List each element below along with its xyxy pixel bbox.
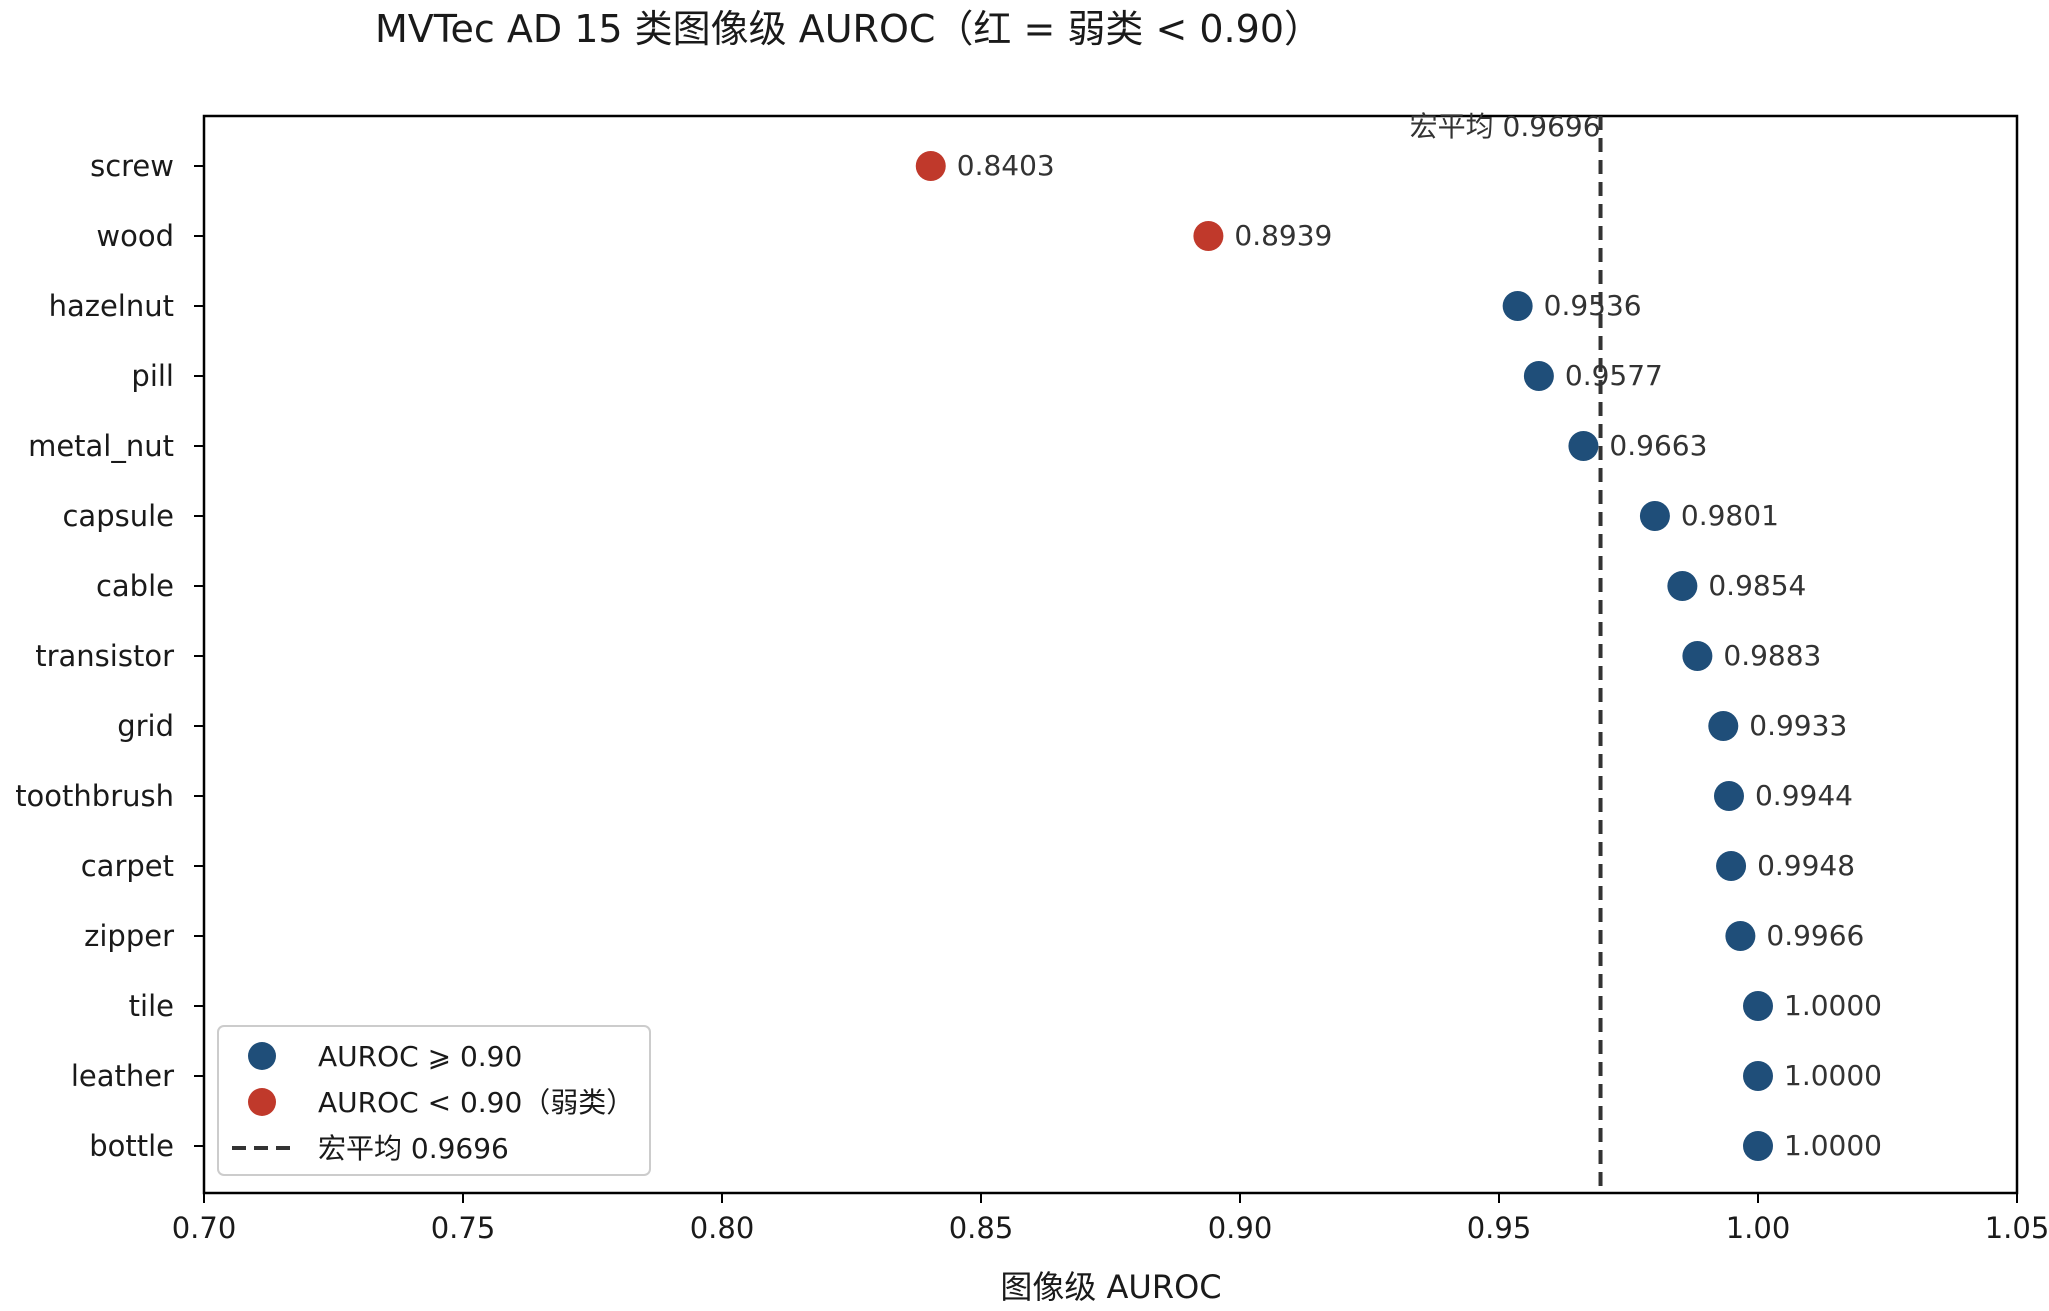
data-point: [1743, 1061, 1773, 1091]
y-tick-label: hazelnut: [49, 289, 174, 323]
y-tick-label: screw: [90, 149, 174, 183]
data-value-label: 0.9536: [1544, 289, 1642, 322]
legend-box: [217, 1025, 651, 1176]
data-value-label: 0.9933: [1749, 709, 1847, 742]
x-axis-label: 图像级 AUROC: [1000, 1268, 1221, 1306]
data-point: [1639, 501, 1670, 531]
x-tick-label: 0.90: [1208, 1211, 1273, 1245]
x-tick-label: 0.85: [949, 1211, 1014, 1245]
legend-label: AUROC ⩾ 0.90: [318, 1040, 522, 1073]
legend-label: AUROC < 0.90（弱类）: [318, 1086, 634, 1119]
data-value-label: 0.9577: [1565, 359, 1663, 392]
y-tick-label: tile: [129, 989, 174, 1023]
y-tick-label: metal_nut: [28, 429, 174, 463]
x-tick-label: 0.75: [431, 1211, 496, 1245]
data-point: [1725, 921, 1756, 951]
y-tick-label: grid: [117, 709, 174, 743]
y-tick-label: leather: [71, 1059, 174, 1093]
x-tick-label: 1.00: [1726, 1211, 1791, 1245]
legend-marker: [248, 1088, 276, 1116]
data-value-label: 0.8939: [1234, 219, 1332, 252]
plot-area: 0.70 0.75 0.80 0.85 0.90 0.95 1.00 1.05 screw woo…: [15, 110, 2049, 1245]
legend-label: 宏平均 0.9696: [318, 1132, 509, 1165]
data-value-label: 1.0000: [1784, 989, 1882, 1022]
data-point: [915, 151, 946, 181]
y-tick-label: wood: [96, 219, 174, 253]
data-point: [1568, 431, 1599, 461]
y-tick-label: transistor: [35, 639, 174, 673]
data-value-label: 0.9944: [1755, 779, 1853, 812]
data-point: [1713, 781, 1744, 811]
data-point: [1682, 641, 1713, 671]
data-point: [1743, 1131, 1773, 1161]
data-point: [1502, 291, 1533, 321]
y-tick-label: pill: [131, 359, 174, 393]
x-tick-label: 0.70: [172, 1211, 237, 1245]
data-point: [1667, 571, 1698, 601]
macro-average-label: 宏平均 0.9696: [1410, 110, 1601, 143]
data-value-label: 0.9966: [1766, 919, 1864, 952]
data-value-label: 0.9801: [1681, 499, 1779, 532]
y-tick-label: zipper: [84, 919, 174, 953]
x-tick-label: 0.95: [1467, 1211, 1532, 1245]
data-value-label: 0.9883: [1723, 639, 1821, 672]
data-point: [1193, 221, 1224, 251]
chart-title: MVTec AD 15 类图像级 AUROC（红 = 弱类 < 0.90）: [375, 7, 1322, 51]
y-tick-label: cable: [96, 569, 174, 603]
data-point: [1523, 361, 1554, 391]
data-value-label: 0.9948: [1757, 849, 1855, 882]
data-value-label: 0.9663: [1609, 429, 1707, 462]
x-tick-label: 0.80: [690, 1211, 755, 1245]
data-point: [1716, 851, 1747, 881]
y-tick-label: carpet: [81, 849, 174, 883]
y-tick-label: toothbrush: [15, 779, 174, 813]
data-value-label: 1.0000: [1784, 1129, 1882, 1162]
data-value-label: 1.0000: [1784, 1059, 1882, 1092]
legend-marker: [248, 1042, 276, 1070]
data-value-label: 0.9854: [1708, 569, 1806, 602]
data-value-label: 0.8403: [957, 149, 1055, 182]
y-tick-label: bottle: [89, 1129, 174, 1163]
data-point: [1708, 711, 1739, 741]
y-tick-label: capsule: [62, 499, 174, 533]
x-tick-label: 1.05: [1985, 1211, 2049, 1245]
data-point: [1743, 991, 1773, 1021]
plot-frame: [202, 114, 2019, 1195]
